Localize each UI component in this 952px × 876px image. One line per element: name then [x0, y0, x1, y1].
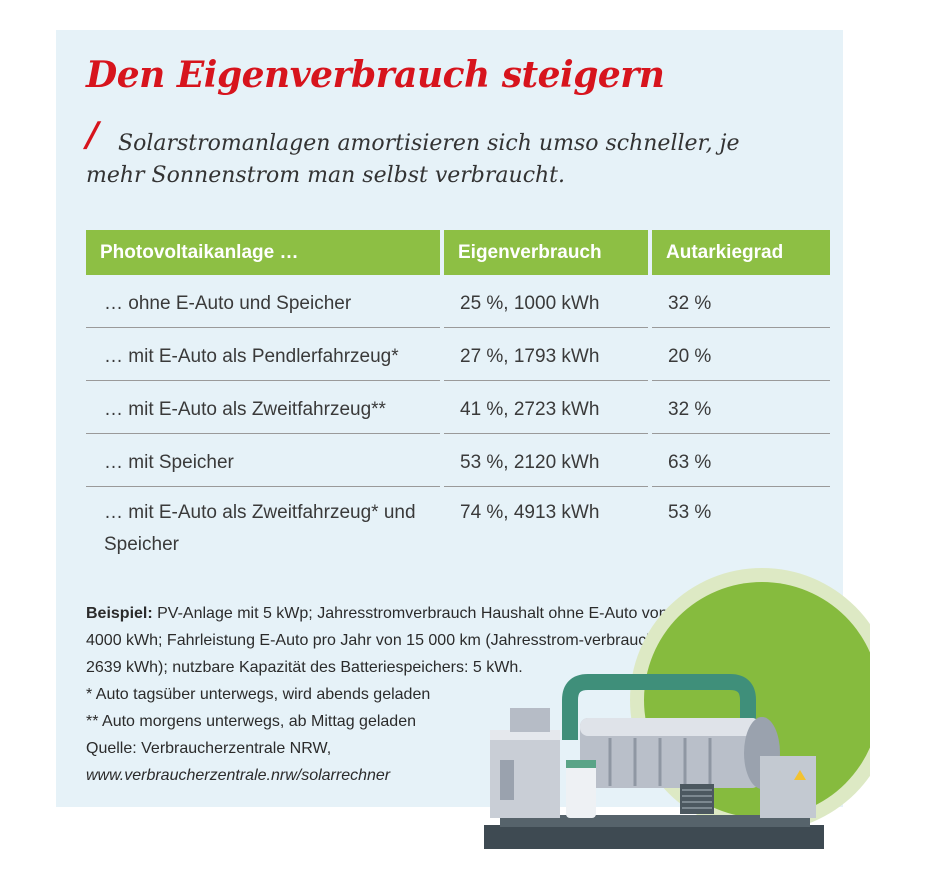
generator-machine-illustration — [484, 568, 870, 849]
table-row: … mit E-Auto als Pendlerfahrzeug* 27 %, … — [86, 328, 830, 381]
autarky-value: 32 % — [652, 381, 830, 434]
column-header-self-consumption: Eigenverbrauch — [444, 230, 648, 275]
table-header-row: Photovoltaikanlage … Eigenverbrauch Auta… — [86, 230, 830, 275]
column-header-system: Photovoltaikanlage … — [86, 230, 440, 275]
consumption-table: Photovoltaikanlage … Eigenverbrauch Auta… — [82, 230, 834, 561]
subtitle: Solarstromanlagen amortisieren sich umso… — [86, 131, 740, 188]
row-label: … mit E-Auto als Zweitfahrzeug* und Spei… — [104, 502, 416, 555]
table-row: … mit E-Auto als Zweitfahrzeug** 41 %, 2… — [86, 381, 830, 434]
self-consumption-value: 41 %, 2723 kWh — [444, 381, 648, 434]
autarky-value: 53 % — [668, 502, 712, 523]
self-consumption-value: 25 %, 1000 kWh — [444, 275, 648, 328]
self-consumption-value: 53 %, 2120 kWh — [444, 434, 648, 487]
autarky-value: 32 % — [652, 275, 830, 328]
example-lead: Beispiel: — [86, 605, 153, 622]
table-row: … ohne E-Auto und Speicher 25 %, 1000 kW… — [86, 275, 830, 328]
source-url: www.verbraucherzentrale.nrw/solarrechner — [86, 767, 391, 784]
self-consumption-value: 27 %, 1793 kWh — [444, 328, 648, 381]
footnotes: Beispiel: PV-Anlage mit 5 kWp; Jahresstr… — [86, 600, 686, 789]
page-title: Den Eigenverbrauch steigern — [86, 54, 665, 96]
footnote-double-star: ** Auto morgens unterwegs, ab Mittag gel… — [86, 713, 416, 730]
autarky-value: 20 % — [652, 328, 830, 381]
row-label: … mit E-Auto als Pendlerfahrzeug* — [86, 328, 440, 381]
row-label: … mit Speicher — [86, 434, 440, 487]
example-note: Beispiel: PV-Anlage mit 5 kWp; Jahresstr… — [86, 600, 686, 681]
source-note: Quelle: Verbraucherzentrale NRW, — [86, 740, 332, 757]
table-row: … mit E-Auto als Zweitfahrzeug* und Spei… — [86, 487, 830, 561]
footnote-single-star: * Auto tagsüber unterwegs, wird abends g… — [86, 686, 431, 703]
autarky-value: 63 % — [652, 434, 830, 487]
self-consumption-value: 74 %, 4913 kWh — [460, 502, 600, 523]
example-text: PV-Anlage mit 5 kWp; Jahresstromverbrauc… — [86, 605, 668, 676]
row-label: … ohne E-Auto und Speicher — [86, 275, 440, 328]
column-header-autarky: Autarkiegrad — [652, 230, 830, 275]
row-label: … mit E-Auto als Zweitfahrzeug** — [86, 381, 440, 434]
table-row: … mit Speicher 53 %, 2120 kWh 63 % — [86, 434, 830, 487]
